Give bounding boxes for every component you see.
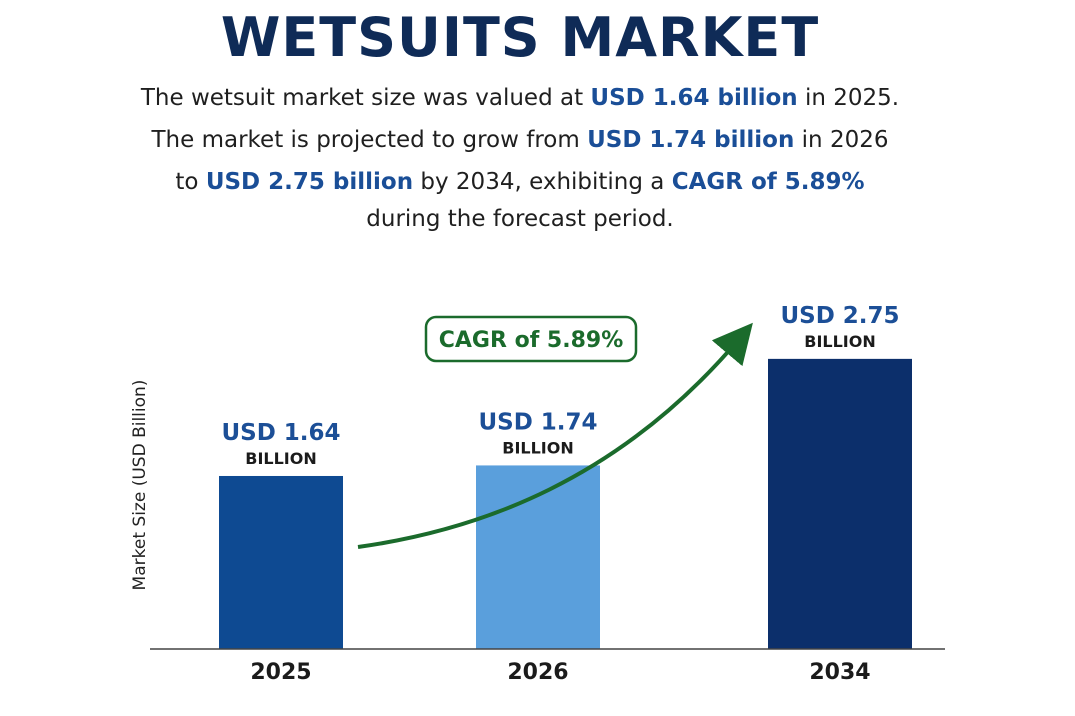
value-unit-2034: BILLION [804,332,875,351]
desc-text: The market is projected to grow from [151,127,588,153]
value-label-2026: USD 1.74 [478,409,597,435]
desc-highlight: USD 1.74 billion [587,127,795,153]
bars-layer: USD 1.64 BILLION 2025 USD 1.74 BILLION 2026 US… [219,303,912,685]
desc-text: to [175,169,206,195]
desc-text: The wetsuit market size was valued at [140,85,591,111]
value-unit-2025: BILLION [245,449,316,468]
value-unit-2026: BILLION [502,438,573,457]
value-label-2034: USD 2.75 [780,303,899,329]
desc-highlight: CAGR of 5.89% [671,169,865,195]
x-tick-label-2034: 2034 [809,660,870,685]
chart-title: WETSUITS MARKET [220,6,820,69]
value-label-2025: USD 1.64 [221,420,340,446]
desc-highlight: USD 2.75 billion [205,169,414,195]
cagr-label: CAGR of 5.89% [439,328,624,353]
desc-text: by 2034, exhibiting a [413,169,672,195]
description-line-4: during the forecast period. [366,206,674,232]
x-tick-label-2025: 2025 [250,660,311,685]
description-line-2: The market is projected to grow from USD… [0,127,1040,153]
bar-2034 [768,358,912,649]
growth-arrow [357,322,753,549]
description-line-3: to USD 2.75 billion by 2034, exhibiting … [0,169,1040,195]
bar-2025 [219,475,343,649]
y-axis-label: Market Size (USD Billion) [130,380,150,591]
cagr-badge [424,315,638,363]
desc-text: in 2026 [794,127,889,153]
desc-highlight: USD 1.64 billion [590,85,798,111]
description-line-1: The wetsuit market size was valued at US… [0,85,1040,111]
x-tick-label-2026: 2026 [507,660,568,685]
desc-text: in 2025. [797,85,900,111]
